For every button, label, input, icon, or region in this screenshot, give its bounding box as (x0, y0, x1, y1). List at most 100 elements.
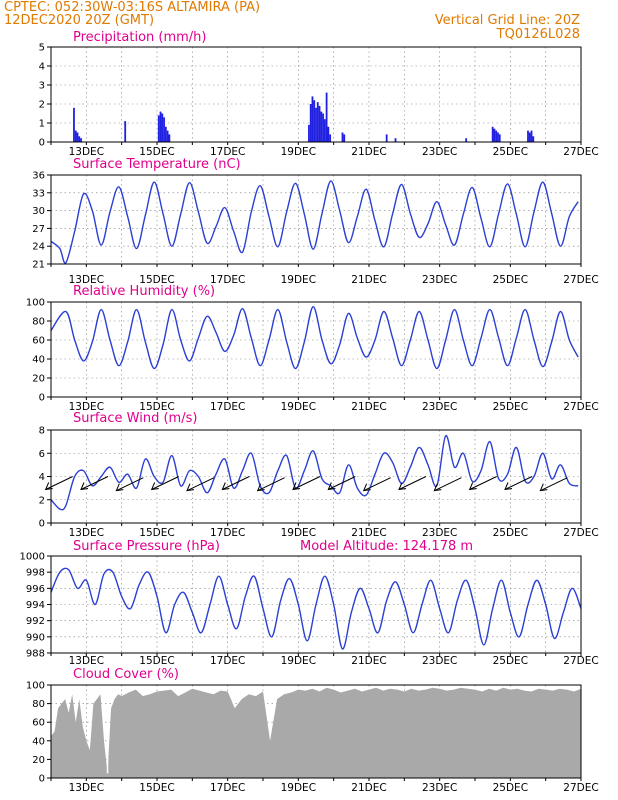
precip-ytick-label: 2 (39, 100, 45, 111)
precip-bar (166, 130, 169, 142)
precip-bar (323, 119, 326, 142)
temp-frame (50, 174, 582, 265)
pressure-frame (50, 555, 582, 654)
wind-vector-head (150, 482, 159, 491)
pressure-ytick-label: 1000 (20, 552, 45, 563)
rh-ytick-label: 20 (32, 374, 45, 385)
rh-frame (50, 301, 582, 398)
wind-xtick-label: 27DEC (563, 527, 598, 539)
rh-ytick-label: 0 (39, 393, 45, 404)
precip-bar (78, 136, 81, 142)
wind-vector (504, 476, 533, 490)
cloud-ytick-label: 80 (32, 699, 45, 710)
rh-xtick-label: 17DEC (210, 401, 245, 413)
rh-ytick-label: 60 (32, 336, 45, 347)
wind-vector (257, 477, 285, 492)
precip-bar (327, 126, 330, 142)
wind-xtick-label: 19DEC (281, 527, 316, 539)
wind-vector-head (504, 482, 513, 491)
wind-vector-head (433, 483, 442, 492)
header-grid-note: Vertical Grid Line: 20Z (435, 13, 580, 28)
rh-xtick-label: 19DEC (281, 401, 316, 413)
precip-bar (163, 117, 165, 142)
temp-ytick-label: 30 (32, 206, 45, 217)
temp-ytick-label: 36 (32, 171, 45, 182)
precip-bar (76, 132, 79, 142)
temp-ytick-label: 21 (32, 260, 45, 271)
precip-bar (309, 104, 312, 142)
wind-vector-head (80, 482, 89, 491)
wind-xtick-label: 17DEC (210, 527, 245, 539)
precip-bar (315, 107, 317, 142)
precip-bar (527, 130, 529, 142)
wind-xtick-label: 15DEC (139, 527, 174, 539)
precip-xtick-label: 15DEC (139, 146, 174, 158)
precip-ytick-label: 3 (39, 81, 45, 92)
temp-xtick-label: 13DEC (69, 274, 104, 286)
pressure-ytick-label: 994 (26, 600, 45, 611)
wind-vector-head (115, 483, 124, 492)
cloud-xtick-label: 17DEC (210, 782, 245, 794)
precip-xtick-label: 27DEC (563, 146, 598, 158)
pressure-panel: 988 990 992 994 996 998 1000 13DEC 15DEC 17DEC 19D… (20, 552, 599, 668)
cloud-ytick-label: 20 (32, 755, 45, 766)
precip-bar (532, 136, 535, 142)
pressure-xtick-label: 17DEC (210, 655, 245, 667)
wind-vector (398, 476, 427, 490)
precip-bar (313, 100, 316, 142)
precip-xtick-label: 19DEC (281, 146, 316, 158)
wind-vector (116, 477, 144, 492)
wind-xtick-label: 13DEC (69, 527, 104, 539)
wind-vector (80, 476, 109, 490)
precip-bar (80, 138, 82, 142)
precip-ytick-label: 5 (39, 43, 45, 54)
cloud-title: Cloud Cover (%) (73, 667, 179, 682)
precip-frame (50, 46, 582, 143)
wind-ytick-label: 6 (39, 449, 45, 460)
cloud-xtick-label: 15DEC (139, 782, 174, 794)
wind-vector-head (186, 483, 195, 492)
precip-ytick-label: 0 (39, 138, 45, 149)
header-code: TQ0126L028 (496, 27, 580, 42)
wind-xtick-label: 23DEC (422, 527, 457, 539)
wind-vector-head (468, 482, 477, 491)
precip-title: Precipitation (mm/h) (73, 30, 206, 45)
temp-xtick-label: 21DEC (351, 274, 386, 286)
precip-bar (308, 124, 310, 142)
rh-title: Relative Humidity (%) (73, 284, 215, 299)
precip-bar (159, 111, 162, 142)
rh-panel: 0 20 40 60 80 100 13DEC 15DEC 17DEC 19DEC 21DEC 23D… (26, 298, 599, 414)
cloud-cover-area (51, 687, 581, 778)
precip-bar (74, 130, 77, 142)
cloud-frame (50, 684, 582, 779)
precip-bar (343, 134, 346, 142)
wind-vector-head (292, 482, 301, 491)
pressure-ytick-label: 996 (26, 584, 45, 595)
precip-bar (495, 130, 498, 142)
wind-ytick-label: 2 (39, 495, 45, 506)
pressure-xtick-label: 25DEC (493, 655, 528, 667)
precip-xtick-label: 17DEC (210, 146, 245, 158)
precip-bar (394, 138, 397, 142)
wind-vector-head (398, 482, 407, 491)
pressure-ytick-label: 992 (26, 616, 45, 627)
wind-vector (45, 476, 73, 490)
precip-bar (528, 132, 531, 142)
pressure-title: Surface Pressure (hPa) (73, 539, 220, 554)
temp-xtick-label: 27DEC (563, 274, 598, 286)
cloud-ytick-label: 0 (39, 774, 45, 785)
wind-vector (540, 477, 568, 492)
pressure-xtick-label: 27DEC (563, 655, 598, 667)
header-location: CPTEC: 052:30W-03:16S ALTAMIRA (PA) (4, 0, 260, 15)
precip-bar (491, 126, 494, 142)
model-altitude: Model Altitude: 124.178 m (300, 539, 473, 554)
rh-xtick-label: 15DEC (139, 401, 174, 413)
precip-ytick-label: 4 (39, 62, 45, 73)
wind-vector (222, 476, 250, 490)
cloud-ytick-label: 100 (26, 681, 45, 692)
precip-xtick-label: 25DEC (493, 146, 528, 158)
temp-ytick-label: 27 (32, 224, 45, 235)
pressure-xtick-label: 19DEC (281, 655, 316, 667)
rh-xtick-label: 23DEC (422, 401, 457, 413)
temp-xtick-label: 25DEC (493, 274, 528, 286)
